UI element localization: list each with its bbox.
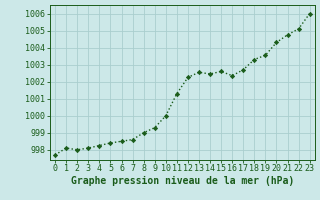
- X-axis label: Graphe pression niveau de la mer (hPa): Graphe pression niveau de la mer (hPa): [71, 176, 294, 186]
